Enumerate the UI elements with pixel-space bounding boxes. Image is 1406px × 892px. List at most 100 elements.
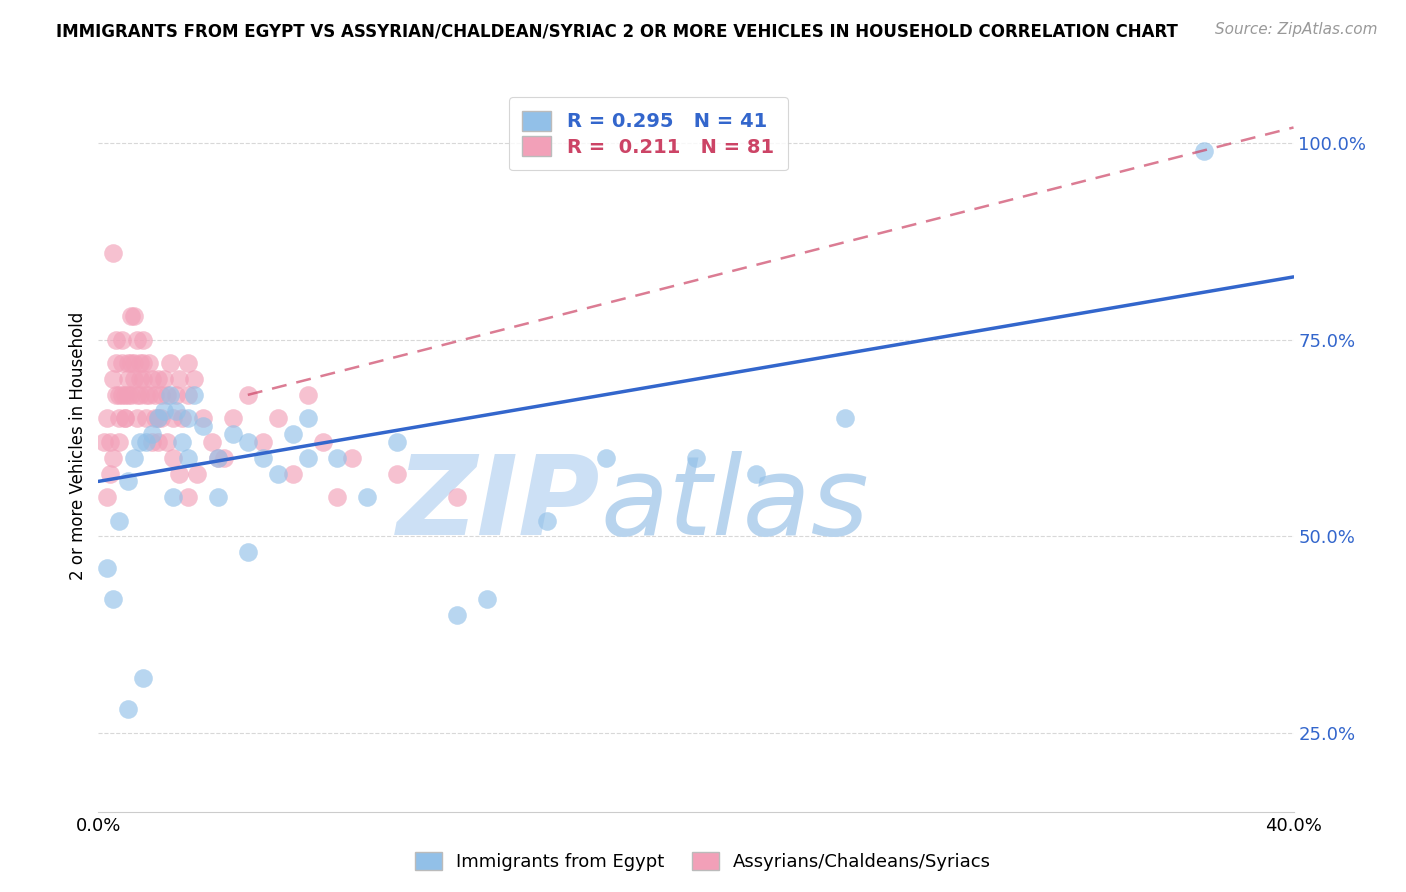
Point	[129, 372, 152, 386]
Point	[252, 450, 274, 465]
Point	[96, 490, 118, 504]
Point	[156, 388, 179, 402]
Point	[111, 333, 134, 347]
Point	[103, 372, 125, 386]
Point	[103, 592, 125, 607]
Point	[153, 403, 176, 417]
Point	[201, 435, 224, 450]
Point	[105, 333, 128, 347]
Point	[138, 356, 160, 370]
Point	[141, 372, 163, 386]
Point	[159, 388, 181, 402]
Point	[207, 450, 229, 465]
Point	[326, 450, 349, 465]
Point	[105, 356, 128, 370]
Point	[186, 467, 208, 481]
Point	[141, 427, 163, 442]
Point	[536, 514, 558, 528]
Point	[148, 372, 170, 386]
Point	[96, 561, 118, 575]
Point	[108, 411, 131, 425]
Point	[120, 388, 142, 402]
Point	[129, 435, 152, 450]
Point	[165, 388, 187, 402]
Point	[132, 372, 155, 386]
Point	[114, 411, 136, 425]
Point	[222, 411, 245, 425]
Point	[446, 490, 468, 504]
Point	[356, 490, 378, 504]
Point	[281, 427, 304, 442]
Point	[446, 608, 468, 623]
Point	[124, 310, 146, 324]
Point	[297, 388, 319, 402]
Point	[120, 356, 142, 370]
Point	[108, 388, 131, 402]
Point	[135, 411, 157, 425]
Point	[297, 411, 319, 425]
Point	[103, 450, 125, 465]
Point	[177, 490, 200, 504]
Point	[475, 592, 498, 607]
Point	[212, 450, 235, 465]
Point	[135, 388, 157, 402]
Point	[1192, 144, 1215, 158]
Point	[326, 490, 349, 504]
Point	[143, 388, 166, 402]
Point	[153, 372, 176, 386]
Point	[127, 333, 149, 347]
Point	[127, 388, 149, 402]
Point	[93, 435, 115, 450]
Text: IMMIGRANTS FROM EGYPT VS ASSYRIAN/CHALDEAN/SYRIAC 2 OR MORE VEHICLES IN HOUSEHOL: IMMIGRANTS FROM EGYPT VS ASSYRIAN/CHALDE…	[56, 22, 1178, 40]
Y-axis label: 2 or more Vehicles in Household: 2 or more Vehicles in Household	[69, 312, 87, 580]
Point	[297, 450, 319, 465]
Point	[103, 246, 125, 260]
Point	[111, 356, 134, 370]
Text: atlas: atlas	[600, 451, 869, 558]
Point	[685, 450, 707, 465]
Legend: Immigrants from Egypt, Assyrians/Chaldeans/Syriacs: Immigrants from Egypt, Assyrians/Chaldea…	[408, 845, 998, 879]
Point	[148, 411, 170, 425]
Point	[132, 333, 155, 347]
Point	[108, 514, 131, 528]
Point	[117, 702, 139, 716]
Point	[135, 435, 157, 450]
Point	[129, 388, 152, 402]
Point	[114, 411, 136, 425]
Point	[138, 388, 160, 402]
Text: ZIP: ZIP	[396, 451, 600, 558]
Point	[148, 411, 170, 425]
Point	[281, 467, 304, 481]
Point	[98, 435, 122, 450]
Point	[124, 372, 146, 386]
Point	[745, 467, 768, 481]
Point	[267, 467, 290, 481]
Point	[105, 388, 128, 402]
Point	[172, 411, 194, 425]
Point	[132, 356, 155, 370]
Point	[111, 388, 134, 402]
Point	[141, 435, 163, 450]
Point	[108, 435, 131, 450]
Point	[172, 435, 194, 450]
Point	[143, 411, 166, 425]
Point	[114, 388, 136, 402]
Point	[222, 427, 245, 442]
Point	[156, 435, 179, 450]
Point	[167, 467, 190, 481]
Point	[177, 411, 200, 425]
Point	[177, 450, 200, 465]
Point	[191, 411, 214, 425]
Point	[191, 419, 214, 434]
Text: Source: ZipAtlas.com: Source: ZipAtlas.com	[1215, 22, 1378, 37]
Point	[342, 450, 364, 465]
Point	[236, 435, 259, 450]
Point	[127, 411, 149, 425]
Point	[267, 411, 290, 425]
Point	[311, 435, 333, 450]
Point	[177, 388, 200, 402]
Point	[117, 475, 139, 489]
Point	[162, 411, 184, 425]
Point	[183, 372, 205, 386]
Point	[236, 388, 259, 402]
